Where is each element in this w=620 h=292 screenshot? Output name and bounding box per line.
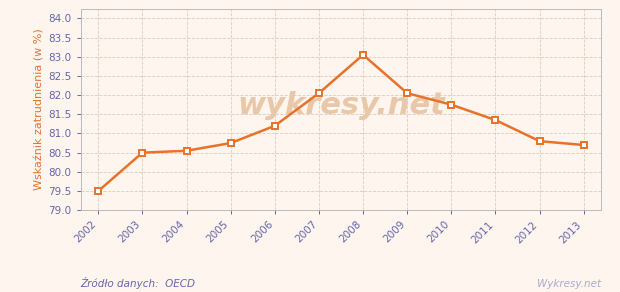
Text: wykresy.net: wykresy.net	[237, 91, 445, 120]
Y-axis label: Wskaźnik zatrudnienia (w %): Wskaźnik zatrudnienia (w %)	[34, 29, 44, 190]
Text: Wykresy.net: Wykresy.net	[538, 279, 601, 289]
Text: Źródło danych:  OECD: Źródło danych: OECD	[81, 277, 195, 289]
